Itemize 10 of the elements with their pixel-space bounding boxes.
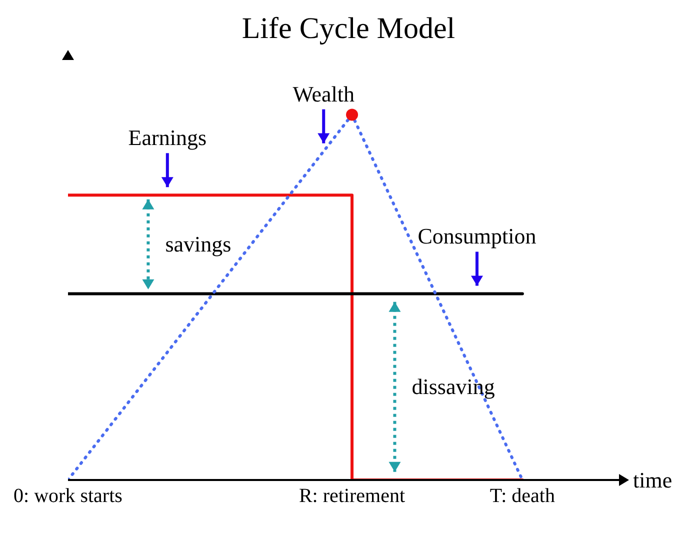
text: Consumption bbox=[418, 224, 536, 249]
x-tick-label: 0: work starts bbox=[14, 485, 123, 508]
x-tick-label: R: retirement bbox=[298, 485, 406, 508]
x-axis-title: time bbox=[633, 467, 672, 492]
text: Earnings bbox=[128, 125, 207, 150]
series-label: Wealth bbox=[292, 81, 354, 106]
annotation: dissaving bbox=[412, 374, 495, 399]
chart-title: Life Cycle Model bbox=[240, 11, 456, 47]
annotation: savings bbox=[165, 231, 232, 256]
x-tick-label: T: death bbox=[490, 485, 555, 508]
